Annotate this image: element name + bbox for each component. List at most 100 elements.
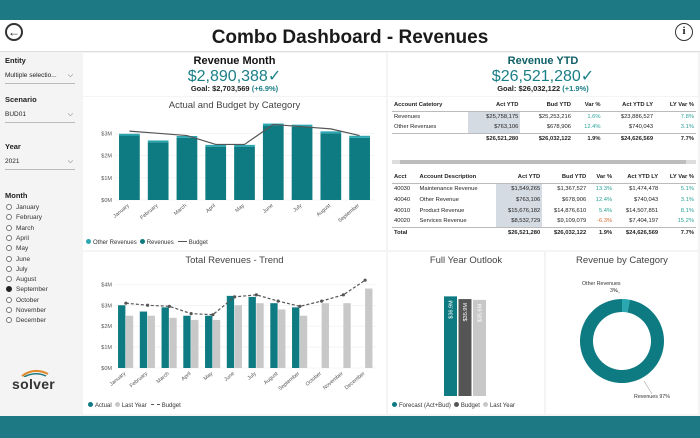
budget-point[interactable] — [341, 293, 345, 297]
column-header[interactable]: Account Catetory — [392, 100, 468, 112]
bar-last-year[interactable] — [125, 315, 134, 368]
radio-icon[interactable] — [6, 307, 12, 313]
budget-point[interactable] — [276, 299, 280, 303]
radio-icon[interactable] — [6, 204, 12, 210]
radio-icon[interactable] — [6, 317, 12, 324]
column-header[interactable]: LY Var % — [655, 100, 696, 112]
bar-other-revenues[interactable] — [119, 133, 140, 136]
column-header[interactable]: Account Description — [417, 172, 497, 184]
budget-point[interactable] — [146, 303, 150, 307]
bar-actual[interactable] — [161, 307, 169, 368]
budget-point[interactable] — [320, 299, 324, 303]
entity-select[interactable]: Multiple selectio... ⌵ — [5, 72, 77, 79]
month-option-february[interactable]: February — [6, 213, 42, 222]
column-header[interactable]: Act YTD — [496, 172, 543, 184]
bar-last-year[interactable] — [212, 319, 221, 368]
month-option-july[interactable]: July — [6, 265, 28, 274]
bar-other-revenues[interactable] — [147, 140, 169, 143]
month-option-december[interactable]: December — [6, 316, 46, 325]
bar-revenues[interactable] — [234, 146, 255, 200]
bar-revenues[interactable] — [262, 125, 284, 200]
month-option-october[interactable]: October — [6, 296, 39, 305]
bar-actual[interactable] — [139, 311, 148, 368]
bar-last-year[interactable] — [321, 303, 329, 368]
table-row[interactable]: 40030 Maintenance Revenue $1,549,265 $1,367… — [392, 183, 696, 194]
bar-last-year[interactable] — [147, 315, 155, 368]
radio-icon[interactable] — [6, 276, 12, 283]
bar-actual[interactable] — [292, 307, 300, 368]
radio-icon[interactable] — [6, 296, 12, 303]
outlook-bar[interactable] — [473, 299, 486, 396]
bar-actual[interactable] — [270, 303, 278, 368]
month-option-march[interactable]: March — [6, 224, 34, 233]
donut-slice[interactable] — [580, 299, 664, 383]
table-row[interactable]: Other Revenues $763,106 $678,906 12.4% $740,… — [392, 122, 696, 133]
bar-revenues[interactable] — [147, 142, 169, 200]
bar-actual[interactable] — [226, 295, 235, 368]
bar-actual[interactable] — [183, 315, 191, 368]
bar-revenues[interactable] — [205, 146, 227, 200]
radio-icon[interactable] — [6, 255, 12, 262]
bar-last-year[interactable] — [365, 288, 373, 368]
bar-revenues[interactable] — [349, 137, 370, 200]
scenario-select[interactable]: BUD01 ⌵ — [5, 111, 77, 118]
radio-icon[interactable] — [6, 245, 12, 252]
radio-icon[interactable] — [6, 214, 12, 221]
bar-actual[interactable] — [205, 315, 213, 368]
radio-icon[interactable] — [6, 265, 12, 272]
column-header[interactable]: Var % — [588, 172, 615, 184]
radio-icon[interactable] — [6, 286, 12, 293]
bar-last-year[interactable] — [191, 319, 199, 368]
budget-point[interactable] — [233, 295, 237, 299]
bar-last-year[interactable] — [234, 305, 242, 368]
column-header[interactable]: LY Var % — [660, 172, 696, 184]
outlook-bar[interactable] — [444, 296, 457, 396]
bar-revenues[interactable] — [119, 135, 140, 200]
bar-last-year[interactable] — [278, 309, 286, 368]
bar-other-revenues[interactable] — [176, 136, 198, 138]
column-header[interactable]: Bud YTD — [520, 100, 573, 112]
back-arrow-icon[interactable]: ← — [5, 23, 23, 41]
horizontal-scrollbar[interactable] — [392, 160, 696, 164]
budget-point[interactable] — [124, 301, 128, 305]
radio-icon[interactable] — [6, 234, 12, 241]
budget-point[interactable] — [167, 304, 171, 308]
bar-actual[interactable] — [248, 296, 256, 368]
column-header[interactable]: Acct — [392, 172, 418, 184]
bar-actual[interactable] — [118, 305, 126, 368]
month-option-april[interactable]: April — [6, 234, 29, 243]
column-header[interactable]: Var % — [572, 100, 603, 112]
month-option-may[interactable]: May — [6, 244, 28, 253]
month-option-june[interactable]: June — [6, 255, 30, 264]
budget-point[interactable] — [254, 293, 258, 297]
bar-revenues[interactable] — [176, 137, 198, 200]
month-option-november[interactable]: November — [6, 306, 46, 315]
bar-last-year[interactable] — [169, 317, 177, 368]
bar-other-revenues[interactable] — [320, 131, 342, 134]
budget-point[interactable] — [363, 278, 367, 282]
bar-other-revenues[interactable] — [291, 124, 313, 127]
budget-point[interactable] — [298, 304, 302, 308]
bar-other-revenues[interactable] — [349, 135, 370, 138]
bar-last-year[interactable] — [256, 303, 264, 368]
bar-revenues[interactable] — [291, 126, 313, 200]
column-header[interactable]: Bud YTD — [542, 172, 589, 184]
radio-icon[interactable] — [6, 224, 12, 231]
bar-last-year[interactable] — [343, 303, 351, 368]
bar-revenues[interactable] — [320, 133, 342, 200]
table-row[interactable]: 40010 Product Revenue $15,676,182 $14,876,6… — [392, 205, 696, 216]
budget-point[interactable] — [189, 312, 193, 316]
table-row[interactable]: Revenues $25,758,175 $25,253,216 1.6% $23,88… — [392, 111, 696, 122]
outlook-bar[interactable] — [458, 299, 472, 396]
donut-slice[interactable] — [622, 299, 630, 313]
table-row[interactable]: 40020 Services Revenue $8,532,729 $9,109,07… — [392, 216, 696, 227]
info-icon[interactable]: i — [675, 23, 693, 41]
month-option-january[interactable]: January — [6, 203, 39, 212]
bar-other-revenues[interactable] — [205, 144, 227, 147]
month-option-september[interactable]: September — [6, 285, 48, 294]
year-select[interactable]: 2021 ⌵ — [5, 158, 77, 165]
budget-point[interactable] — [211, 313, 215, 317]
column-header[interactable]: Act YTD LY — [602, 100, 656, 112]
bar-other-revenues[interactable] — [234, 144, 255, 147]
bar-last-year[interactable] — [299, 315, 308, 368]
